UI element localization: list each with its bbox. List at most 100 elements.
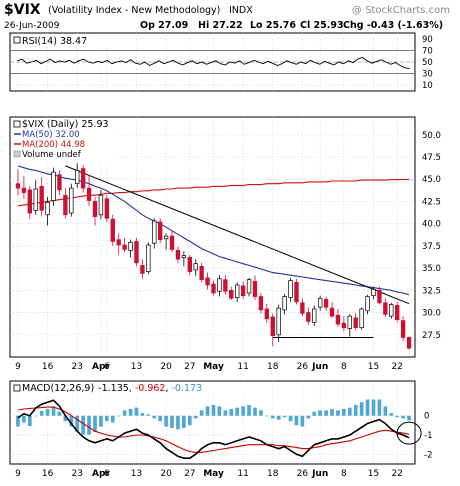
candle-body-37 — [235, 284, 240, 298]
watermark: @ StockCharts.com — [352, 5, 450, 16]
candle-body-49 — [306, 312, 311, 322]
candle-body-48 — [300, 302, 305, 314]
candle-body-61 — [377, 289, 382, 304]
macd-hist-bar-13 — [93, 415, 97, 432]
macd-hist-bar-15 — [105, 415, 109, 422]
price-x-tick-13: 8 — [341, 362, 347, 372]
macd-hist-bar-10 — [75, 415, 80, 432]
macd-hist-bar-57 — [353, 404, 358, 416]
candle-body-64 — [394, 305, 400, 321]
rsi-layer — [10, 38, 415, 86]
candle-body-15 — [104, 198, 110, 219]
candle-body-36 — [229, 289, 234, 299]
macd-hist-bar-32 — [205, 406, 210, 416]
candle-body-45 — [282, 296, 287, 311]
macd-hist-bar-12 — [87, 415, 91, 435]
price-x-tick-8: May — [203, 362, 224, 372]
candle-body-47 — [294, 281, 299, 303]
macd-line — [17, 399, 410, 460]
price-y-tick-4: 40.0 — [422, 220, 441, 230]
price-y-tick-5: 37.5 — [422, 242, 441, 252]
price-y-tick-0: 50.0 — [422, 131, 441, 141]
macd-hist-bar-30 — [193, 415, 198, 419]
macd-legend-signal: -0.962 — [135, 383, 166, 394]
price-legend-label: $VIX (Daily) 25.93 — [22, 119, 109, 130]
price-y-tick-8: 30.0 — [422, 309, 441, 319]
macd-hist-bar-28 — [182, 415, 186, 428]
candle-body-28 — [181, 255, 187, 258]
candle-body-8 — [63, 194, 68, 216]
candle-body-27 — [175, 249, 181, 260]
candle-body-21 — [140, 265, 145, 274]
candle-body-2 — [27, 189, 33, 214]
candle-body-1 — [21, 187, 27, 193]
candle-body-17 — [116, 239, 121, 246]
volume-legend-swatch — [13, 150, 21, 158]
macd-y-tick-0: 0 — [424, 412, 429, 422]
price-y-tick-9: 27.5 — [422, 331, 441, 341]
macd-hist-bar-31 — [199, 410, 204, 416]
macd-hist-bar-42 — [264, 415, 269, 417]
ma200-line — [17, 178, 410, 207]
candle-body-59 — [365, 296, 370, 312]
candle-body-60 — [371, 289, 376, 297]
macd-x-tick-14: 15 — [368, 469, 379, 479]
price-x-tick-10: 18 — [267, 362, 279, 372]
price-x-tick-3: Apr — [92, 362, 110, 372]
candle-body-26 — [169, 235, 175, 250]
candle-body-55 — [341, 322, 347, 329]
macd-hist-bar-20 — [134, 407, 139, 416]
candle-body-9 — [69, 187, 74, 214]
ohlc-open: Op 27.09 — [140, 20, 188, 31]
price-x-tick-1: 16 — [42, 362, 54, 372]
macd-hist-bar-3 — [33, 415, 38, 417]
macd-x-tick-0: 9 — [15, 469, 21, 479]
candle-body-31 — [199, 265, 204, 281]
macd-legend-box — [11, 382, 247, 394]
macd-hist-bar-34 — [217, 406, 222, 416]
macd-hist-bar-48 — [300, 415, 305, 427]
macd-hist-bar-9 — [69, 415, 74, 427]
macd-x-tick-7: 27 — [184, 469, 195, 479]
candle-body-66 — [406, 337, 412, 349]
macd-hist-bar-21 — [140, 413, 145, 416]
ohlc-close: Cl 25.93 — [300, 20, 344, 31]
rsi-legend-box — [11, 34, 111, 46]
macd-x-tick-9: 11 — [237, 469, 248, 479]
macd-hist-bar-39 — [247, 404, 251, 416]
candle-body-54 — [335, 314, 341, 325]
candle-body-6 — [51, 171, 56, 201]
macd-hist-bar-41 — [259, 410, 263, 416]
macd-hist-bar-37 — [235, 407, 240, 416]
candle-body-33 — [211, 283, 216, 294]
price-y-tick-6: 35.0 — [422, 264, 441, 274]
chart-name: (Volatility Index - New Methodology) — [48, 5, 220, 16]
macd-legend: MACD(12,26,9) -1.135, -0.962, -0.173 — [11, 382, 247, 394]
price-x-tick-14: 15 — [368, 362, 379, 372]
candle-body-29 — [187, 257, 192, 273]
macd-hist-bar-17 — [116, 415, 121, 417]
candle-body-18 — [122, 244, 127, 250]
candle-body-32 — [205, 277, 210, 286]
price-x-tick-11: 26 — [297, 362, 309, 372]
macd-hist-bar-5 — [45, 408, 50, 416]
price-y-tick-2: 45.0 — [422, 175, 441, 185]
macd-hist-bar-35 — [223, 410, 228, 416]
candle-body-58 — [359, 308, 364, 329]
macd-hist-bar-38 — [241, 406, 245, 416]
chart-exchange: INDX — [229, 5, 253, 16]
rsi-legend-label: RSI(14) 38.47 — [22, 36, 87, 47]
ohlc-low: Lo 25.76 — [250, 20, 296, 31]
macd-hist-bar-1 — [22, 415, 26, 423]
candle-body-42 — [264, 308, 270, 320]
candle-body-51 — [317, 297, 323, 308]
candle-body-22 — [146, 244, 151, 273]
candle-body-40 — [252, 281, 258, 297]
macd-x-tick-15: 22 — [391, 469, 402, 479]
candle-body-24 — [157, 221, 163, 241]
macd-hist-bar-49 — [306, 415, 311, 419]
macd-hist-bar-61 — [377, 399, 382, 416]
macd-hist-bar-55 — [342, 408, 346, 416]
price-x-tick-15: 22 — [391, 362, 402, 372]
macd-hist-bar-29 — [187, 415, 192, 426]
